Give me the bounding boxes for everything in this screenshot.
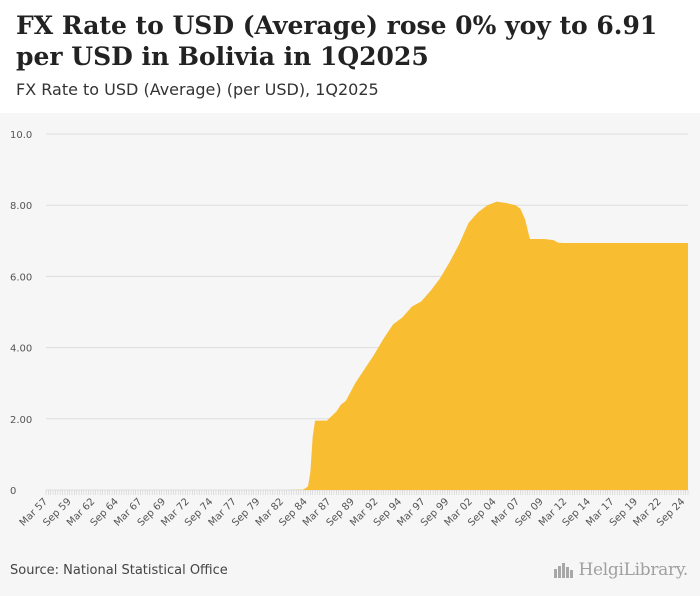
y-tick-label: 2.00 [10, 415, 32, 426]
brand-logo[interactable]: HelgiLibrary. [553, 560, 689, 580]
y-tick-label: 0 [10, 486, 16, 497]
y-tick-label: 4.00 [10, 344, 32, 355]
chart-title: FX Rate to USD (Average) rose 0% yoy to … [16, 11, 658, 71]
y-tick-label: 10.0 [10, 130, 32, 141]
series-area [46, 201, 688, 490]
brand-text: HelgiLibrary. [578, 560, 689, 580]
area-series [46, 201, 688, 490]
library-icon [553, 563, 573, 578]
chart-subtitle: FX Rate to USD (Average) (per USD), 1Q20… [16, 80, 379, 99]
y-tick-label: 6.00 [10, 272, 32, 283]
source-note: Source: National Statistical Office [10, 563, 228, 578]
chart-header: FX Rate to USD (Average) rose 0% yoy to … [0, 0, 700, 113]
y-tick-label: 8.00 [10, 201, 32, 212]
